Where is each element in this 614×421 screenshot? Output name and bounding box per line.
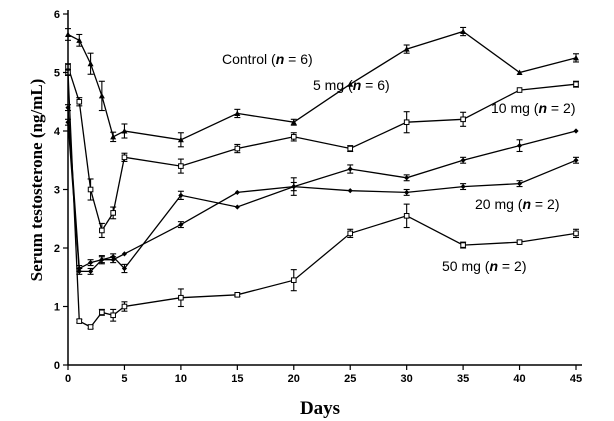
data-point bbox=[76, 268, 82, 274]
x-axis-title: Days bbox=[300, 398, 340, 419]
data-point bbox=[121, 128, 128, 134]
x-tick-label: 5 bbox=[121, 373, 127, 385]
data-point bbox=[121, 154, 128, 161]
x-tick-label: 45 bbox=[570, 373, 582, 385]
data-point bbox=[87, 260, 94, 266]
data-point bbox=[76, 37, 83, 43]
data-point bbox=[87, 186, 94, 193]
series-0 bbox=[65, 26, 579, 148]
data-point bbox=[110, 210, 116, 216]
data-point bbox=[516, 143, 523, 149]
axes bbox=[67, 10, 582, 366]
data-point bbox=[460, 242, 466, 248]
data-point bbox=[178, 192, 184, 198]
data-point bbox=[291, 183, 297, 190]
data-point bbox=[234, 189, 240, 196]
x-tick-label: 15 bbox=[231, 373, 243, 385]
data-point bbox=[460, 183, 466, 190]
data-point bbox=[516, 239, 523, 245]
x-tick-label: 40 bbox=[513, 373, 525, 385]
series-3 bbox=[65, 118, 579, 275]
data-point bbox=[178, 163, 184, 169]
data-point bbox=[347, 145, 354, 152]
data-point bbox=[573, 128, 579, 134]
data-point bbox=[516, 87, 523, 93]
data-point bbox=[403, 213, 410, 219]
series-label-50mg: 50 mg (n = 2) bbox=[442, 258, 526, 274]
data-point bbox=[234, 110, 241, 116]
series-label-control: Control (n = 6) bbox=[222, 51, 313, 67]
series-label-10mg: 10 mg (n = 2) bbox=[491, 100, 575, 116]
data-point bbox=[110, 312, 116, 319]
series-label-20mg: 20 mg (n = 2) bbox=[475, 196, 559, 212]
y-axis-title: Serum testosterone (ng/mL) bbox=[27, 79, 46, 282]
data-point bbox=[178, 294, 184, 301]
data-point bbox=[87, 324, 94, 330]
data-point bbox=[98, 92, 105, 99]
data-point bbox=[234, 292, 241, 298]
data-point bbox=[234, 145, 241, 152]
y-tick-label: 3 bbox=[54, 185, 60, 197]
data-point bbox=[110, 133, 117, 140]
data-point bbox=[347, 230, 354, 237]
data-point bbox=[573, 230, 579, 237]
data-point bbox=[76, 318, 83, 324]
data-point bbox=[290, 277, 297, 283]
data-point bbox=[121, 265, 128, 272]
data-point bbox=[403, 119, 410, 126]
data-point bbox=[121, 303, 128, 310]
data-point bbox=[403, 46, 410, 52]
x-tick-label: 20 bbox=[288, 373, 300, 385]
data-point bbox=[347, 166, 353, 172]
data-point bbox=[110, 254, 116, 260]
data-point bbox=[573, 54, 579, 61]
y-tick-label: 2 bbox=[54, 243, 60, 255]
data-point bbox=[99, 309, 105, 316]
data-point bbox=[460, 28, 467, 35]
data-point bbox=[87, 60, 94, 67]
plot-area bbox=[65, 26, 579, 330]
series-line bbox=[67, 30, 577, 141]
data-point bbox=[178, 222, 184, 228]
data-point bbox=[234, 204, 240, 210]
y-tick-label: 4 bbox=[54, 126, 61, 138]
data-point bbox=[290, 119, 297, 125]
x-tick-label: 35 bbox=[457, 373, 469, 385]
data-point bbox=[573, 157, 579, 163]
series-labels: Control (n = 6) 5 mg (n = 6) 10 mg (n = … bbox=[222, 51, 575, 274]
data-point bbox=[404, 175, 410, 181]
x-tick-label: 25 bbox=[344, 373, 356, 385]
series-line bbox=[67, 66, 577, 233]
data-point bbox=[573, 81, 579, 88]
data-point bbox=[177, 136, 184, 143]
data-point bbox=[516, 69, 523, 75]
data-point bbox=[87, 268, 94, 274]
data-point bbox=[99, 257, 105, 263]
series-line bbox=[67, 122, 577, 273]
data-point bbox=[290, 134, 297, 140]
x-tick-label: 10 bbox=[175, 373, 187, 385]
x-tick-label: 0 bbox=[65, 373, 71, 385]
y-tick-label: 0 bbox=[54, 360, 60, 372]
x-tick-label: 30 bbox=[401, 373, 413, 385]
data-point bbox=[121, 251, 128, 257]
data-point bbox=[347, 81, 354, 87]
data-point bbox=[76, 98, 83, 105]
y-tick-label: 1 bbox=[54, 302, 60, 314]
data-point bbox=[516, 181, 523, 187]
data-point bbox=[404, 189, 410, 196]
data-point bbox=[460, 116, 466, 123]
series-1 bbox=[65, 63, 579, 239]
data-point bbox=[460, 157, 466, 163]
y-tick-label: 6 bbox=[54, 9, 60, 21]
series-label-5mg: 5 mg (n = 6) bbox=[313, 77, 390, 93]
y-tick-label: 5 bbox=[54, 68, 60, 80]
data-point bbox=[99, 227, 105, 234]
data-point bbox=[347, 188, 353, 194]
